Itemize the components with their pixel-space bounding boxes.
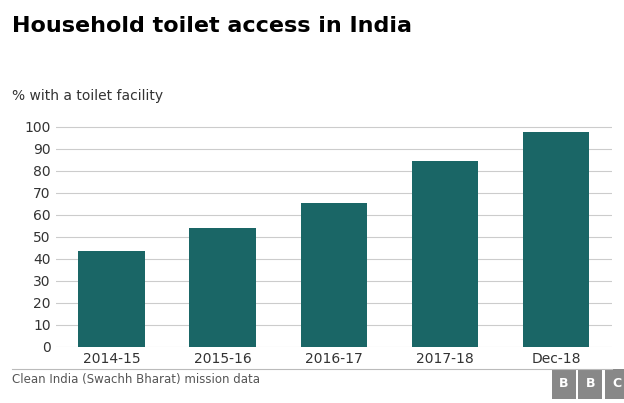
Bar (412, 161, 478, 347)
Bar (190, 228, 256, 347)
Text: Household toilet access in India: Household toilet access in India (12, 16, 412, 36)
Bar (79, 251, 145, 347)
Bar (301, 203, 367, 347)
Text: Clean India (Swachh Bharat) mission data: Clean India (Swachh Bharat) mission data (12, 373, 260, 386)
Text: % with a toilet facility: % with a toilet facility (12, 89, 163, 103)
Bar (523, 132, 589, 347)
Text: B: B (559, 377, 569, 391)
Text: C: C (612, 377, 621, 391)
Text: B: B (585, 377, 595, 391)
